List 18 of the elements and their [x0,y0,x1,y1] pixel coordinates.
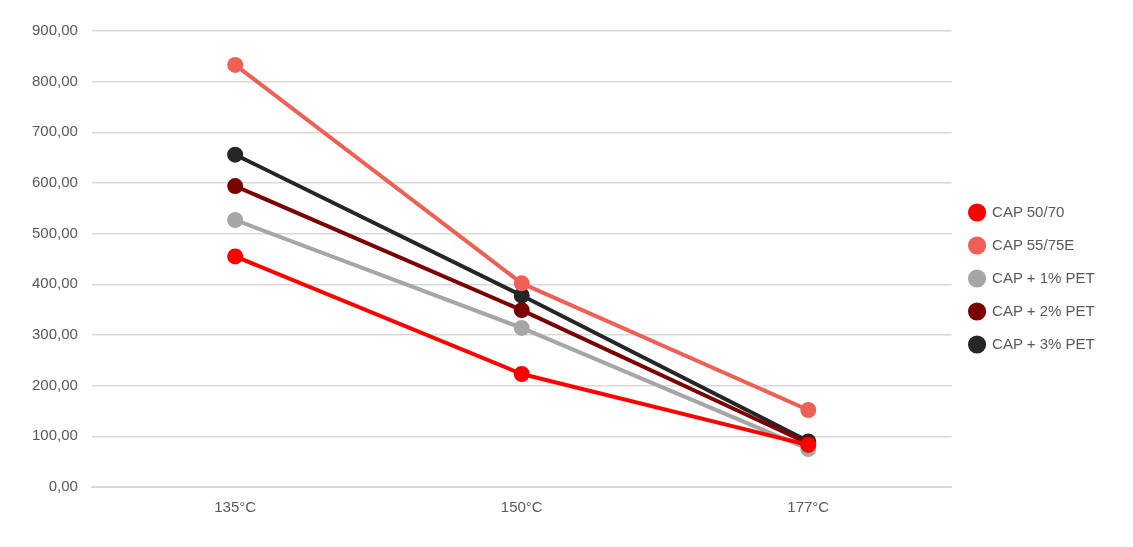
y-tick-label: 700,00 [31,122,78,140]
legend-label: CAP + 2% PET [992,301,1095,319]
y-tick-label: 500,00 [31,223,78,241]
y-tick-label: 400,00 [31,274,78,292]
x-tick-label: 177°C [787,498,830,516]
y-tick-label: 300,00 [31,325,78,343]
x-tick-label: 150°C [500,498,543,516]
legend-label: CAP + 3% PET [992,334,1095,352]
x-tick-label: 135°C [214,498,257,516]
y-tick-label: 800,00 [31,71,78,89]
y-tick-label: 0,00 [48,477,78,495]
y-tick-label: 200,00 [31,375,78,393]
y-tick-label: 900,00 [31,21,78,39]
y-tick-label: 600,00 [31,173,78,191]
legend-label: CAP + 1% PET [992,268,1095,286]
y-tick-label: 100,00 [31,426,78,444]
legend-label: CAP 55/75E [992,235,1075,253]
legend-label: CAP 50/70 [992,202,1065,220]
